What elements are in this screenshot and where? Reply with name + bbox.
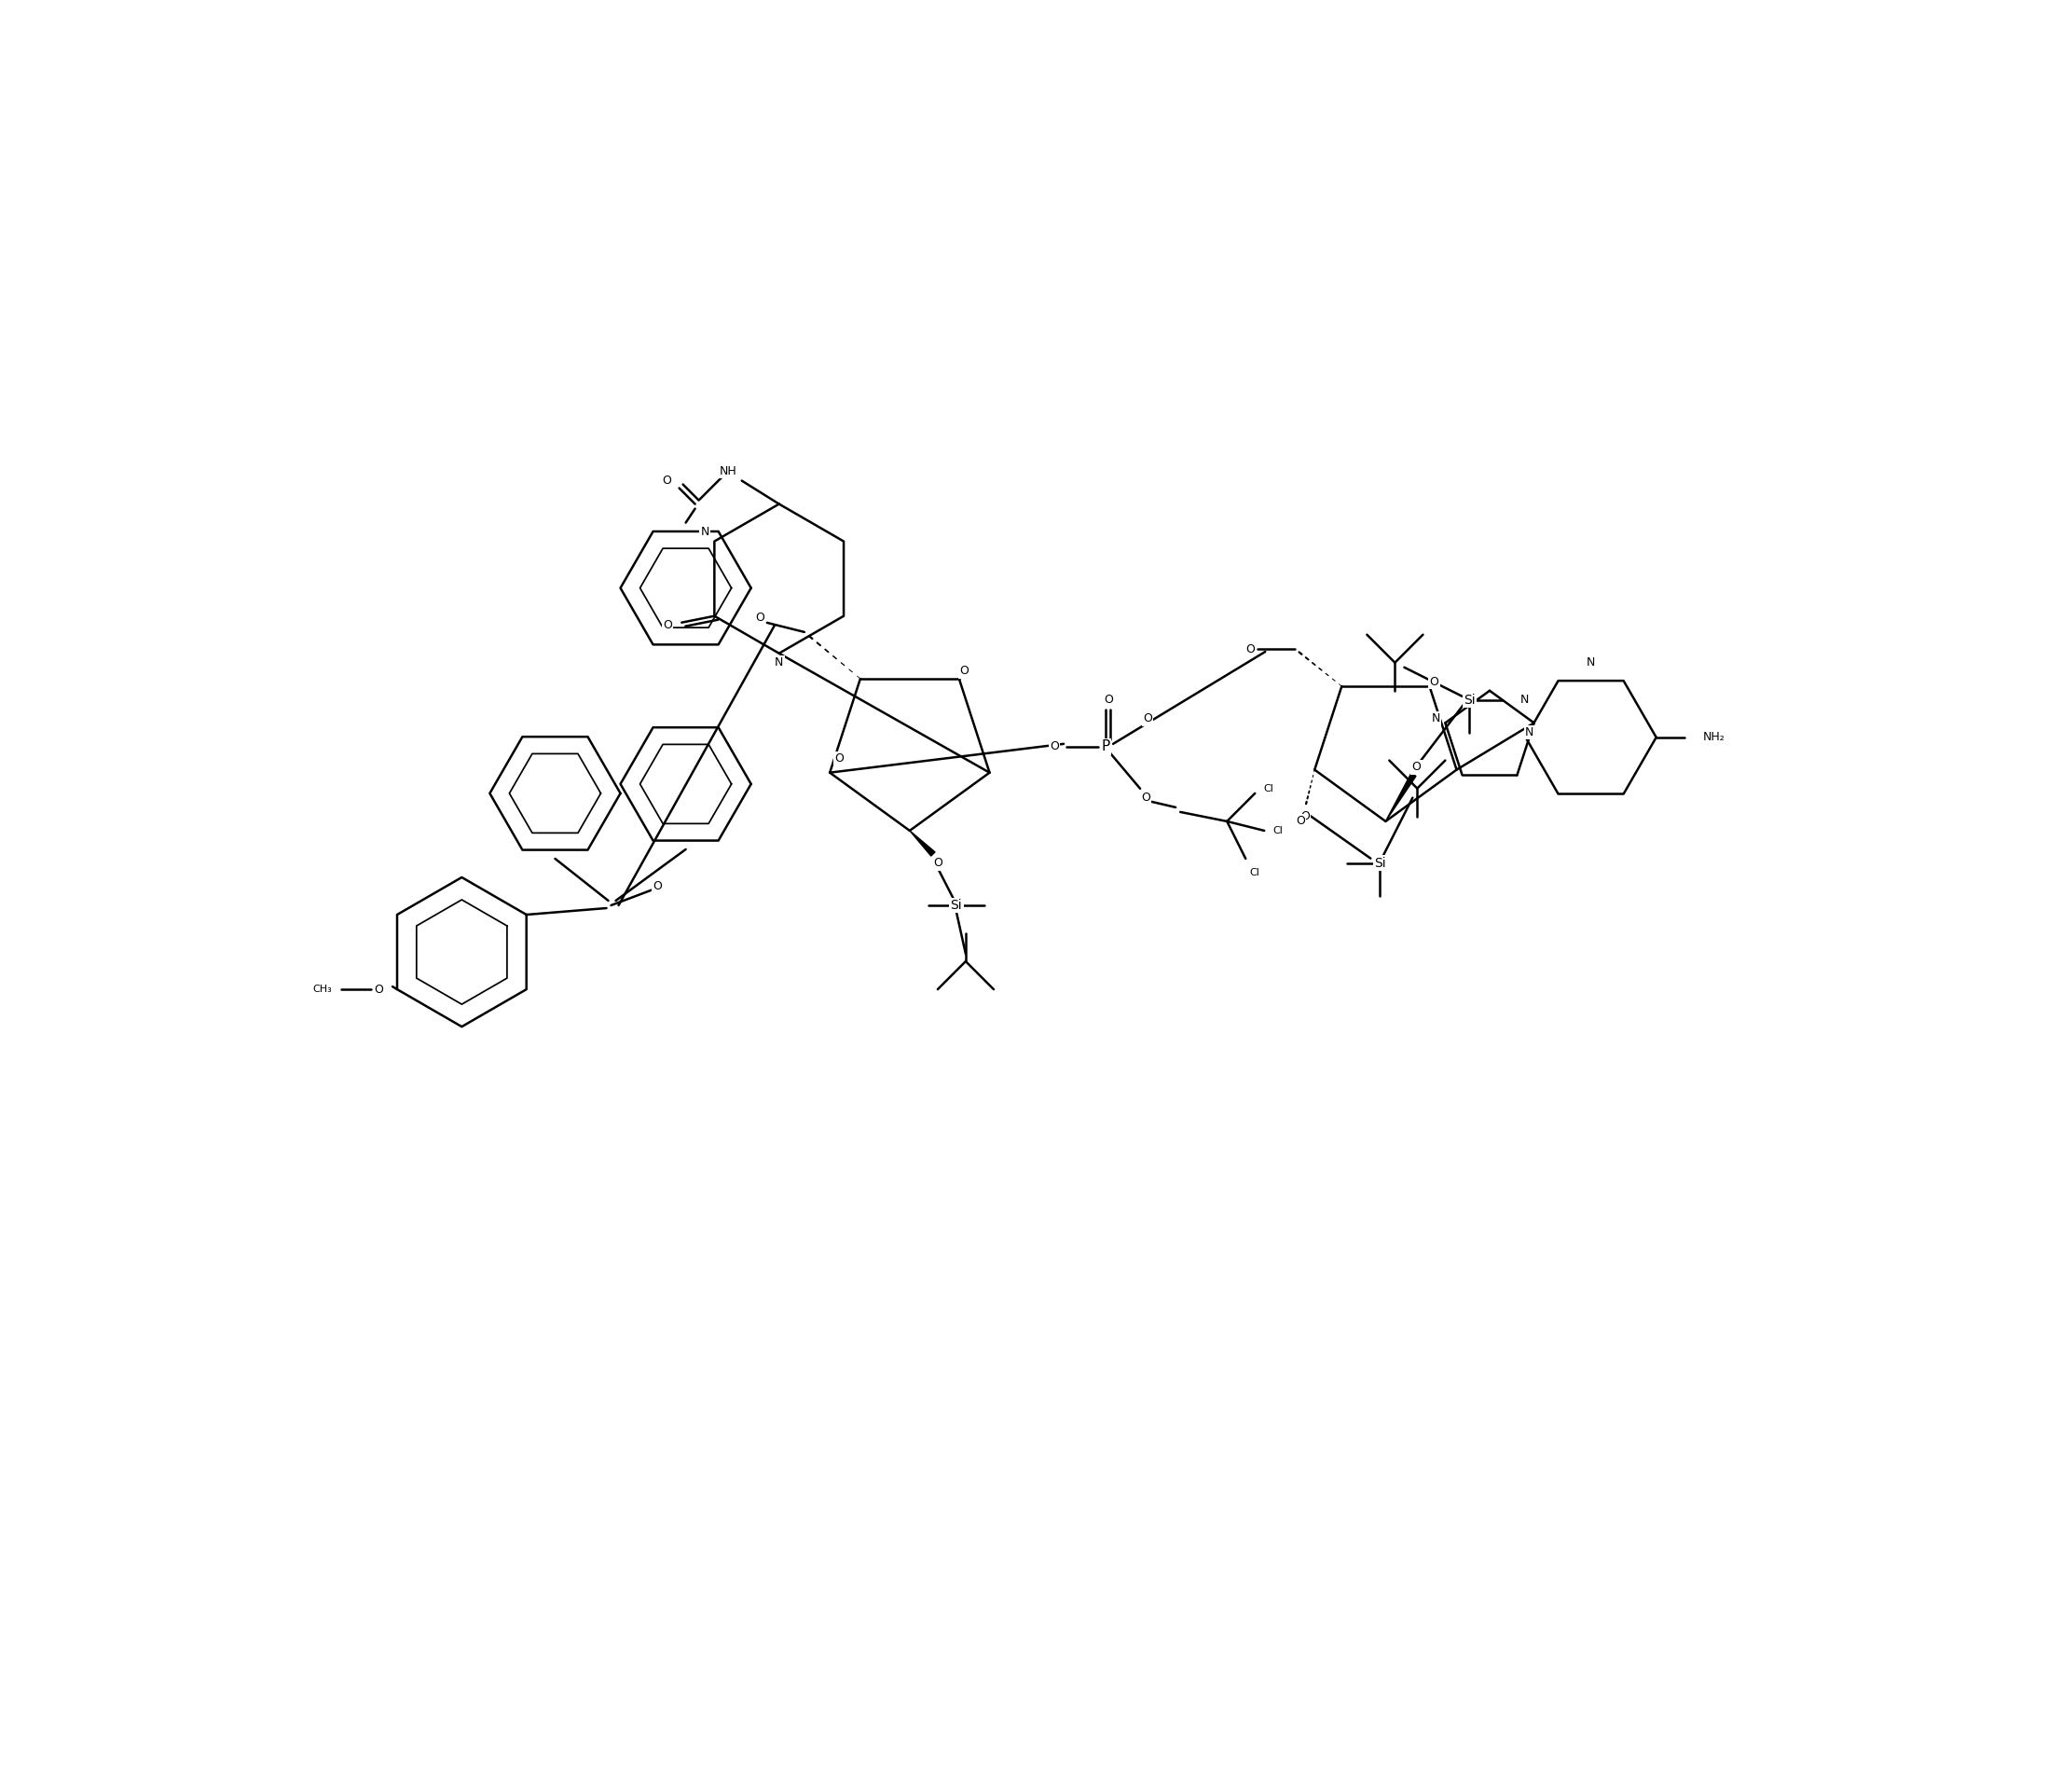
Text: O: O xyxy=(1142,713,1153,724)
Text: O: O xyxy=(835,753,843,765)
Text: O: O xyxy=(662,475,672,487)
Text: N: N xyxy=(1520,694,1530,706)
Text: O: O xyxy=(1245,643,1256,656)
Text: N: N xyxy=(701,525,709,538)
Text: O: O xyxy=(1103,694,1113,706)
Text: NH: NH xyxy=(720,466,736,477)
Text: Si: Si xyxy=(951,900,963,912)
Text: O: O xyxy=(1301,810,1309,823)
Text: Si: Si xyxy=(1464,694,1476,706)
Text: N: N xyxy=(1431,711,1441,724)
Text: Cl: Cl xyxy=(1264,785,1274,794)
Text: Si: Si xyxy=(1373,857,1386,869)
Text: CH₃: CH₃ xyxy=(313,984,332,995)
Text: O: O xyxy=(959,665,969,677)
Text: O: O xyxy=(1429,676,1439,688)
Text: O: O xyxy=(664,620,672,631)
Text: O: O xyxy=(1050,740,1060,753)
Polygon shape xyxy=(1386,772,1417,821)
Text: P: P xyxy=(1101,740,1109,754)
Text: O: O xyxy=(373,984,384,995)
Text: O: O xyxy=(654,880,662,892)
Text: O: O xyxy=(1140,792,1151,805)
Text: N: N xyxy=(775,656,784,668)
Polygon shape xyxy=(909,831,934,857)
Text: O: O xyxy=(755,613,765,624)
Text: Cl: Cl xyxy=(1250,867,1260,878)
Text: O: O xyxy=(1412,762,1421,774)
Text: N: N xyxy=(1586,656,1596,668)
Text: N: N xyxy=(1526,726,1534,738)
Text: Cl: Cl xyxy=(1272,826,1283,835)
Text: NH₂: NH₂ xyxy=(1703,731,1726,744)
Text: O: O xyxy=(1297,815,1305,828)
Text: O: O xyxy=(934,857,942,869)
